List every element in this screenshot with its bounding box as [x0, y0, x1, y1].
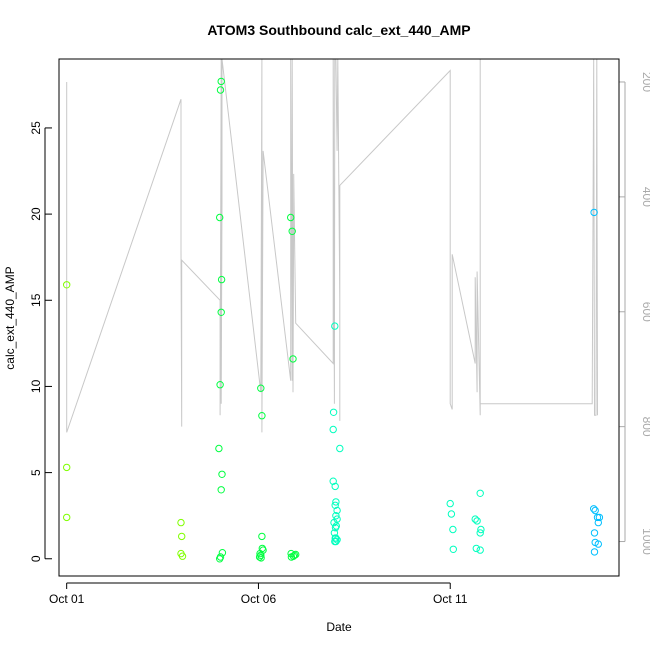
data-point: [331, 501, 339, 509]
plot-frame: [58, 58, 620, 577]
data-point: [329, 477, 337, 485]
y-tick-label: 20: [29, 207, 43, 221]
data-point: [62, 281, 71, 289]
data-point: [473, 517, 481, 525]
data-point: [476, 529, 484, 537]
data-point: [329, 425, 337, 434]
data-point: [177, 518, 185, 527]
data-point: [446, 499, 454, 508]
data-point: [332, 522, 340, 530]
data-point: [258, 532, 266, 541]
data-point: [257, 384, 265, 392]
y-axis-label: calc_ext_440_AMP: [3, 266, 17, 369]
data-point: [477, 525, 485, 534]
data-point: [333, 515, 341, 523]
data-point: [333, 506, 341, 515]
data-point: [332, 498, 340, 506]
data-point: [289, 552, 298, 560]
data-point: [290, 551, 299, 559]
data-point: [216, 381, 224, 389]
data-point: [449, 545, 457, 553]
data-point: [331, 534, 339, 542]
data-point: [217, 275, 226, 284]
x-tick-label: Oct 06: [241, 592, 277, 606]
data-point: [595, 513, 604, 522]
chart-title: ATOM3 Southbound calc_ext_440_AMP: [207, 22, 470, 38]
y-tick-label: 25: [29, 121, 43, 135]
data-point: [216, 213, 224, 222]
data-point: [178, 552, 187, 560]
data-point: [590, 548, 599, 556]
x-tick-label: Oct 11: [433, 592, 468, 606]
y-tick-label: 0: [29, 555, 43, 562]
data-point: [590, 505, 598, 513]
data-point: [593, 513, 602, 522]
y-tick-label: 10: [29, 379, 43, 393]
data-point: [594, 518, 602, 527]
y2-tick-label: 1000: [640, 528, 650, 555]
data-point: [255, 553, 264, 561]
secondary-series-line: [66, 58, 598, 433]
x-tick-label: Oct 01: [49, 592, 85, 606]
data-point: [594, 540, 602, 548]
data-point: [288, 227, 296, 236]
y-tick-label: 5: [29, 469, 43, 476]
data-point: [257, 554, 265, 562]
data-point: [178, 532, 186, 541]
y2-tick-label: 600: [640, 302, 650, 322]
x-axis-label: Date: [326, 620, 352, 634]
data-point: [449, 525, 457, 534]
data-point: [258, 412, 266, 420]
data-point: [218, 549, 227, 557]
data-point: [472, 544, 480, 553]
y-tick-label: 15: [29, 293, 43, 307]
data-point: [332, 512, 340, 520]
secondary-line-path: [66, 58, 598, 433]
data-point: [216, 555, 224, 563]
data-point: [292, 550, 300, 559]
data-point: [447, 510, 456, 518]
data-point: [287, 213, 295, 222]
data-point: [287, 549, 295, 558]
data-point: [590, 529, 599, 537]
data-point: [259, 546, 267, 554]
data-point: [218, 470, 226, 478]
axes: 0 5 10 15 20 25 200 400 600 800 1000 Oct 01 Oct 06 Oc…: [29, 72, 650, 606]
data-point: [332, 537, 340, 546]
data-point: [471, 515, 479, 523]
data-point: [331, 482, 339, 491]
data-point: [330, 529, 339, 537]
data-point: [62, 463, 71, 472]
data-point: [476, 489, 484, 497]
data-point: [216, 86, 225, 94]
data-point: [336, 444, 344, 453]
data-point: [329, 408, 338, 416]
data-point: [476, 546, 484, 554]
y2-tick-label: 800: [640, 417, 650, 437]
data-points: [62, 77, 604, 563]
data-point: [331, 322, 339, 330]
data-point: [289, 355, 297, 363]
data-point: [217, 486, 225, 494]
data-point: [217, 77, 225, 86]
data-point: [215, 444, 223, 453]
data-point: [333, 536, 341, 544]
y2-tick-label: 200: [640, 72, 650, 92]
data-point: [591, 506, 599, 515]
data-point: [62, 513, 71, 522]
data-point: [217, 308, 225, 316]
y2-tick-label: 400: [640, 187, 650, 207]
data-point: [590, 208, 598, 217]
